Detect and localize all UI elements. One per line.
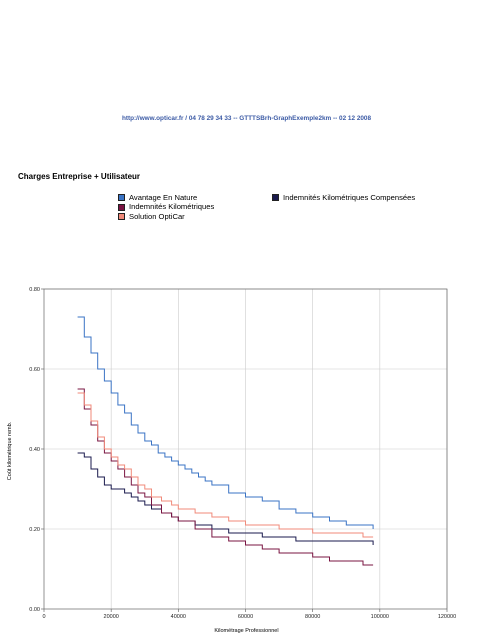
y-axis-label: Coût kilométrique remb. bbox=[7, 421, 13, 481]
x-axis-label: Kilométrage Professionnel bbox=[214, 628, 279, 634]
legend-item: Avantage En Nature bbox=[118, 193, 214, 202]
x-tick-label: 40000 bbox=[171, 614, 186, 620]
x-tick-label: 80000 bbox=[305, 614, 320, 620]
y-tick-label: 0.00 bbox=[29, 607, 40, 613]
x-tick-label: 120000 bbox=[438, 614, 456, 620]
legend-swatch bbox=[118, 194, 125, 202]
legend-item: Indemnités Kilométriques Compensées bbox=[272, 193, 415, 202]
x-tick-label: 100000 bbox=[371, 614, 389, 620]
series-line-2 bbox=[77, 388, 374, 566]
legend-swatch bbox=[118, 213, 125, 221]
legend-label: Indemnités Kilométriques Compensées bbox=[283, 193, 416, 202]
legend-item: Solution OptiCar bbox=[118, 212, 214, 221]
legend-label: Avantage En Nature bbox=[129, 193, 198, 202]
tick-labels: 0.00 0.20 0.40 0.60 0.80 0 20000 40000 60000 8000… bbox=[29, 287, 456, 620]
plot-frame bbox=[43, 288, 448, 610]
legend-right: Indemnités Kilométriques Compensées bbox=[272, 193, 415, 202]
legend-swatch bbox=[272, 194, 279, 202]
y-tick-label: 0.60 bbox=[29, 367, 40, 373]
legend-left: Avantage En Nature Indemnités Kilométriq… bbox=[118, 193, 214, 221]
legend-item: Indemnités Kilométriques bbox=[118, 202, 214, 211]
legend-swatch bbox=[118, 203, 125, 211]
series-line-0 bbox=[77, 316, 374, 529]
x-tick-label: 60000 bbox=[238, 614, 253, 620]
legend-label: Solution OptiCar bbox=[129, 211, 185, 221]
y-tick-label: 0.20 bbox=[29, 527, 40, 533]
series-line-1 bbox=[77, 452, 374, 545]
series-lines bbox=[77, 316, 374, 566]
x-tick-label: 20000 bbox=[104, 614, 119, 620]
legend-label: Indemnités Kilométriques bbox=[129, 202, 215, 212]
y-tick-label: 0.80 bbox=[29, 287, 40, 293]
series-line-3 bbox=[77, 392, 374, 538]
x-tick-label: 0 bbox=[42, 614, 45, 620]
axes bbox=[41, 288, 448, 612]
header-url: http://www.opticar.fr / 04 78 29 34 33 -… bbox=[121, 115, 372, 122]
y-tick-label: 0.40 bbox=[29, 447, 40, 453]
chart-title: Charges Entreprise + Utilisateur bbox=[18, 172, 141, 181]
